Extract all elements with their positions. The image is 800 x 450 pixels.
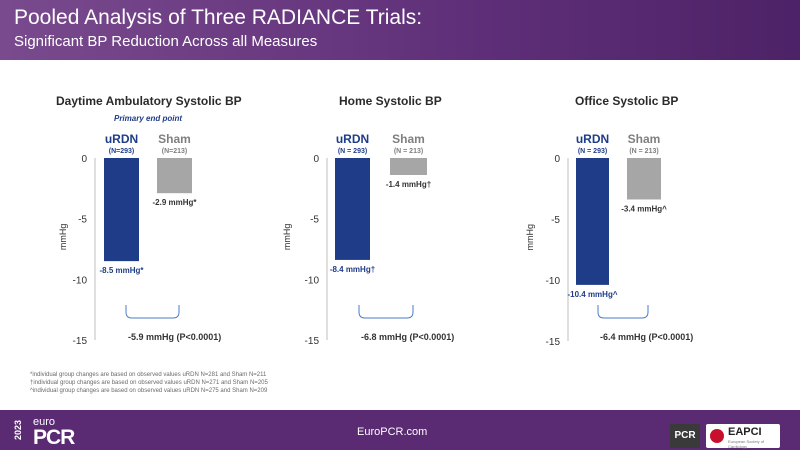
panel2-group-label: uRDN <box>336 132 369 146</box>
panel3-group-n-label: (N = 293) <box>578 148 607 155</box>
panel1-y-axis-label: mmHg <box>58 224 68 251</box>
panel2-y-tick-label: -10 <box>305 275 320 286</box>
pcr-logo: PCR <box>670 424 700 448</box>
slide-subtitle: Significant BP Reduction Across all Meas… <box>14 33 318 50</box>
panel3-group-label: Sham <box>628 132 661 146</box>
panel3-bar-sham <box>627 158 661 200</box>
panel3-group-n-label: (N = 213) <box>629 148 658 155</box>
panel2-y-tick-label: -5 <box>310 215 319 226</box>
panel2-group-label: Sham <box>392 132 425 146</box>
panel3-y-tick-label: -15 <box>546 337 561 348</box>
panel2-y-axis-label: mmHg <box>282 224 292 251</box>
panel1-bar-urdn <box>104 158 139 262</box>
panel1-y-tick-label: -15 <box>73 336 88 347</box>
panel1-difference-label: -5.9 mmHg (P<0.0001) <box>128 332 221 342</box>
panel3-y-tick-label: -10 <box>546 276 561 287</box>
panel3-group-label: uRDN <box>576 132 609 146</box>
panel3-value-label: -10.4 mmHg^ <box>567 290 617 299</box>
eapci-logo: EAPCI European Society of Cardiology <box>706 424 780 449</box>
panel2-difference-bracket <box>358 305 414 319</box>
footer-year-text: 2023 <box>13 419 24 441</box>
panel1-difference-bracket <box>125 305 180 319</box>
footer-url-link[interactable]: EuroPCR.com <box>357 426 428 438</box>
footnotes: *individual group changes are based on o… <box>30 371 268 395</box>
panel1-y-tick-label: -5 <box>78 215 87 226</box>
heart-icon <box>710 429 724 443</box>
footer-year: 2023 <box>13 413 30 447</box>
panel3-y-axis-label: mmHg <box>525 224 535 251</box>
header-banner: Pooled Analysis of Three RADIANCE Trials… <box>0 0 800 60</box>
panel2-title: Home Systolic BP <box>339 94 442 108</box>
panel1-group-n-label: (N=293) <box>109 148 134 155</box>
panel3-difference-label: -6.4 mmHg (P<0.0001) <box>600 332 693 342</box>
panel1-value-label: -2.9 mmHg* <box>152 198 197 207</box>
panel1-group-n-label: (N=213) <box>162 148 187 155</box>
panel3-value-label: -3.4 mmHg^ <box>621 204 667 213</box>
panel1-title: Daytime Ambulatory Systolic BP <box>56 94 242 108</box>
panel2-bar-sham <box>390 158 427 175</box>
eapci-logo-text: EAPCI <box>728 426 762 438</box>
footnote-3: ^individual group changes are based on o… <box>30 388 268 394</box>
panel2-bar-urdn <box>335 158 370 260</box>
footnote-1: *individual group changes are based on o… <box>30 372 267 378</box>
panel1-group-label: uRDN <box>105 132 138 146</box>
panel1-group-label: Sham <box>158 132 191 146</box>
panel2-difference-label: -6.8 mmHg (P<0.0001) <box>361 332 454 342</box>
panel3-difference-bracket <box>597 305 649 319</box>
eapci-logo-subtext: European Society of Cardiology <box>728 439 765 449</box>
footnote-2: †individual group changes are based on o… <box>30 380 268 386</box>
charts-svg: Daytime Ambulatory Systolic BP Primary en… <box>56 94 693 348</box>
panel2-value-label: -1.4 mmHg† <box>386 180 431 189</box>
footer-brand-small: euro <box>33 416 56 428</box>
panel1-bar-sham <box>157 158 192 194</box>
panel1-value-label: -8.5 mmHg* <box>99 266 144 275</box>
panel2-y-tick-label: -15 <box>305 336 320 347</box>
panel2-value-label: -8.4 mmHg† <box>330 265 375 274</box>
panel3-bar-urdn <box>576 158 609 285</box>
slide-title: Pooled Analysis of Three RADIANCE Trials… <box>14 6 423 29</box>
panel1-y-tick-label: -10 <box>73 275 88 286</box>
panel2-group-n-label: (N = 213) <box>394 148 423 155</box>
panel3-y-tick-label: 0 <box>554 154 560 165</box>
panel3-title: Office Systolic BP <box>575 94 678 108</box>
panel1-y-tick-label: 0 <box>81 154 87 165</box>
panel2-group-n-label: (N = 293) <box>338 148 367 155</box>
footer-bar: 2023 euro PCR EuroPCR.com PCR EAPCI Euro… <box>0 410 800 450</box>
panel3-y-tick-label: -5 <box>551 215 560 226</box>
panel1-note: Primary end point <box>114 114 182 123</box>
footer-brand-logo: PCR <box>33 426 75 449</box>
panel2-y-tick-label: 0 <box>313 154 319 165</box>
